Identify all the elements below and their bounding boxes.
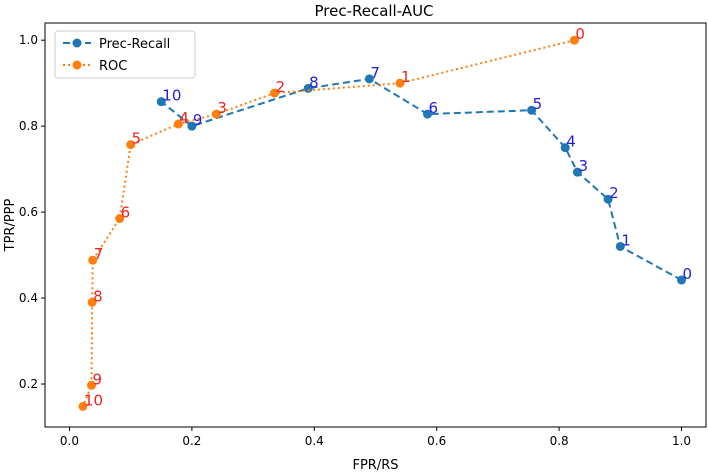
legend-entry: ROC	[99, 59, 127, 74]
data-point	[87, 380, 97, 390]
point-label: 1	[401, 68, 411, 86]
data-point	[572, 167, 582, 177]
point-label: 5	[132, 130, 142, 148]
series-line	[82, 39, 575, 407]
data-point	[87, 297, 97, 307]
y-tick-label: 1.0	[19, 33, 38, 47]
axis-ticks: 0.0 0.2 0.4 0.6 0.8 1.0 0.2 0.4 0.6 0.8 1.0	[19, 33, 691, 448]
point-label: 6	[429, 99, 439, 117]
x-tick-label: 1.0	[672, 434, 691, 448]
data-point	[395, 78, 405, 88]
x-tick-label: 0.6	[427, 434, 446, 448]
x-tick-label: 0.4	[305, 434, 324, 448]
x-tick-label: 0.0	[60, 434, 79, 448]
data-point	[211, 109, 221, 119]
y-axis-label: TPR/PPP	[3, 198, 18, 252]
y-tick-label: 0.4	[19, 291, 38, 305]
data-point	[270, 88, 280, 98]
y-tick-label: 0.8	[19, 119, 38, 133]
data-point	[88, 255, 98, 265]
data-point	[187, 121, 197, 131]
point-label: 10	[162, 87, 181, 105]
data-point	[156, 97, 166, 107]
point-label: 5	[533, 95, 543, 113]
point-label: 2	[609, 184, 619, 202]
data-point	[615, 241, 625, 251]
chart-title: Prec-Recall-AUC	[314, 2, 433, 20]
series-line	[160, 77, 682, 281]
y-tick-label: 0.6	[19, 205, 38, 219]
point-label: 1	[621, 231, 631, 249]
point-label: 8	[309, 73, 319, 91]
y-tick-label: 0.2	[19, 377, 38, 391]
x-axis-label: FPR/RS	[352, 458, 398, 473]
legend-entry: Prec-Recall	[99, 37, 170, 52]
point-label: 9	[93, 370, 103, 388]
point-label: 0	[575, 25, 585, 43]
point-label: 8	[93, 287, 103, 305]
data-point	[364, 74, 374, 84]
legend: Prec-Recall ROC	[54, 30, 196, 79]
data-point	[78, 401, 88, 411]
plot-frame	[44, 22, 707, 428]
x-tick-label: 0.2	[182, 434, 201, 448]
point-label: 7	[94, 245, 104, 263]
point-label: 10	[84, 391, 103, 409]
legend-marker	[72, 60, 82, 70]
data-point	[303, 83, 313, 93]
point-label: 7	[370, 64, 380, 82]
point-label: 0	[683, 265, 693, 283]
data-point	[560, 143, 570, 153]
data-point	[173, 119, 183, 129]
x-tick-label: 0.8	[550, 434, 569, 448]
data-point	[115, 214, 125, 224]
data-point	[677, 275, 687, 285]
point-label: 6	[121, 204, 131, 222]
data-point	[126, 140, 136, 150]
data-point	[527, 105, 537, 115]
point-label: 9	[193, 111, 203, 129]
point-label: 4	[566, 133, 576, 151]
point-label: 3	[217, 99, 227, 117]
data-point	[569, 35, 579, 45]
data-point	[423, 109, 433, 119]
legend-marker	[72, 38, 82, 48]
data-point	[603, 194, 613, 204]
point-label: 2	[276, 78, 286, 96]
point-label: 3	[578, 157, 588, 175]
point-label: 4	[179, 109, 189, 127]
